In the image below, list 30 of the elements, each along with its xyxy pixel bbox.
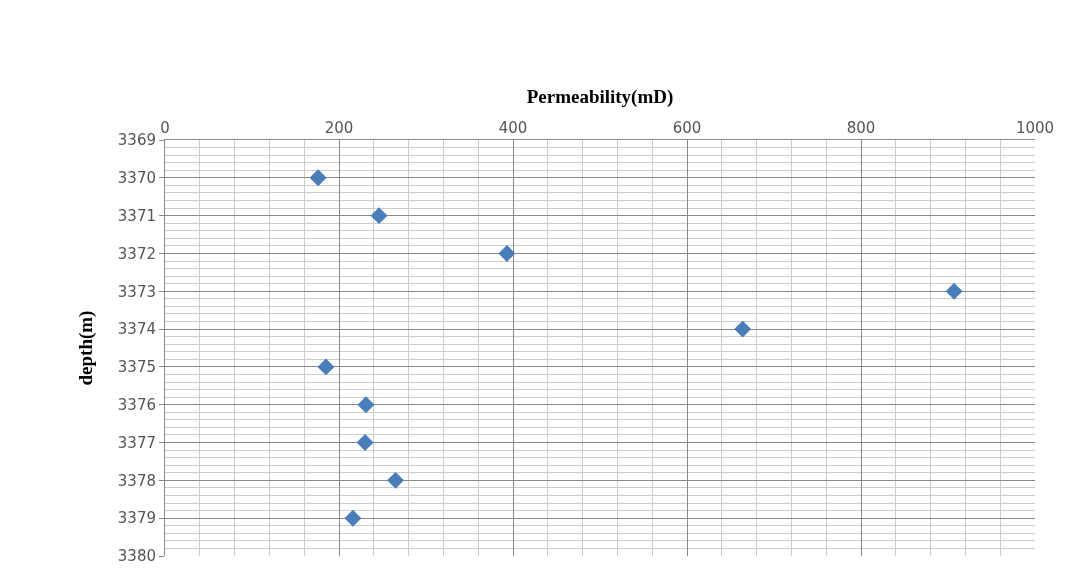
y-tick-label: 3376 [117, 395, 156, 414]
x-tick-label: 400 [498, 119, 528, 137]
point [387, 471, 404, 489]
point [734, 320, 752, 338]
y-tick-label: 3380 [117, 547, 156, 566]
y-tick-label: 3379 [117, 509, 156, 528]
point [357, 396, 375, 414]
x-tick-label: 1000 [1015, 119, 1055, 137]
y-tick-label: 3378 [117, 471, 156, 490]
y-tick-label: 3375 [117, 358, 156, 377]
point [344, 509, 362, 527]
x-tick-label: 600 [672, 119, 702, 137]
point [309, 169, 327, 187]
x-axis-title: Permeability(mD) [526, 85, 674, 108]
point [317, 358, 335, 376]
x-tick-label: 200 [324, 119, 354, 137]
y-tick-label: 3371 [117, 206, 156, 225]
point [370, 207, 388, 225]
y-axis-title: depth(m) [74, 310, 97, 386]
y-tick-label: 3374 [117, 320, 156, 339]
y-tick-label: 3377 [117, 433, 156, 452]
point [945, 282, 963, 300]
y-tick-label: 3372 [117, 244, 156, 263]
point [356, 434, 374, 451]
y-tick-label: 3370 [117, 169, 156, 188]
x-tick-label: 0 [160, 119, 170, 137]
x-tick-label: 800 [846, 119, 876, 137]
y-tick-label: 3369 [117, 131, 156, 150]
point [498, 245, 516, 262]
y-tick-label: 3373 [117, 282, 156, 301]
